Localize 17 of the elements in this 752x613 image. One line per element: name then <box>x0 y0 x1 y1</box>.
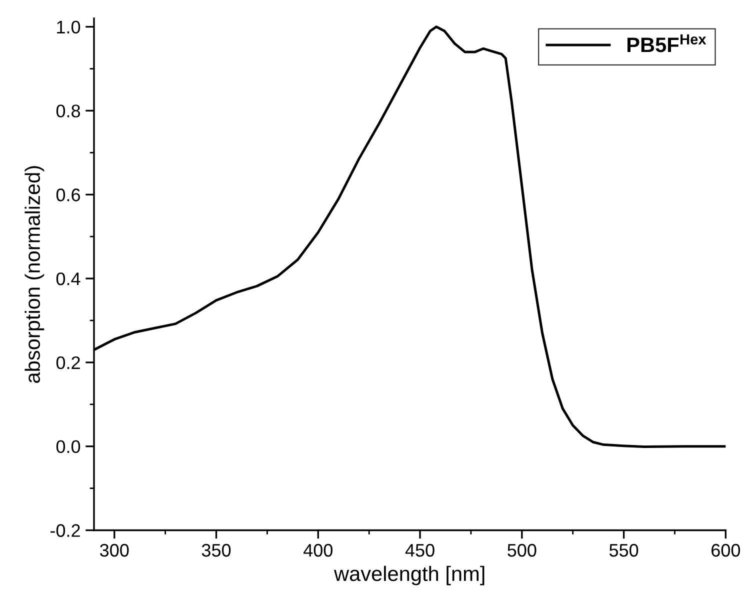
x-tick-label: 450 <box>405 544 434 557</box>
y-tick-label: 0.6 <box>56 188 80 202</box>
x-axis-title: wavelength [nm] <box>334 566 484 586</box>
y-tick-label: 0.4 <box>56 272 80 286</box>
y-tick-label: 0.2 <box>56 356 80 370</box>
x-tick-label: 300 <box>100 544 129 557</box>
x-tick-label: 500 <box>508 544 536 557</box>
y-tick-label: 0.8 <box>56 104 80 118</box>
y-axis-title: absorption (normalized) <box>24 166 44 383</box>
x-tick-label: 550 <box>609 544 638 557</box>
x-tick-label: 600 <box>712 544 740 557</box>
y-tick-label: 0.0 <box>56 440 80 454</box>
legend-label: PB5F$^{Hex}$ <box>627 34 706 52</box>
x-tick-label: 400 <box>304 544 332 557</box>
x-tick-label: 350 <box>202 544 231 557</box>
y-tick-label: -0.2 <box>50 524 80 537</box>
y-tick-label: 1.0 <box>57 20 80 34</box>
